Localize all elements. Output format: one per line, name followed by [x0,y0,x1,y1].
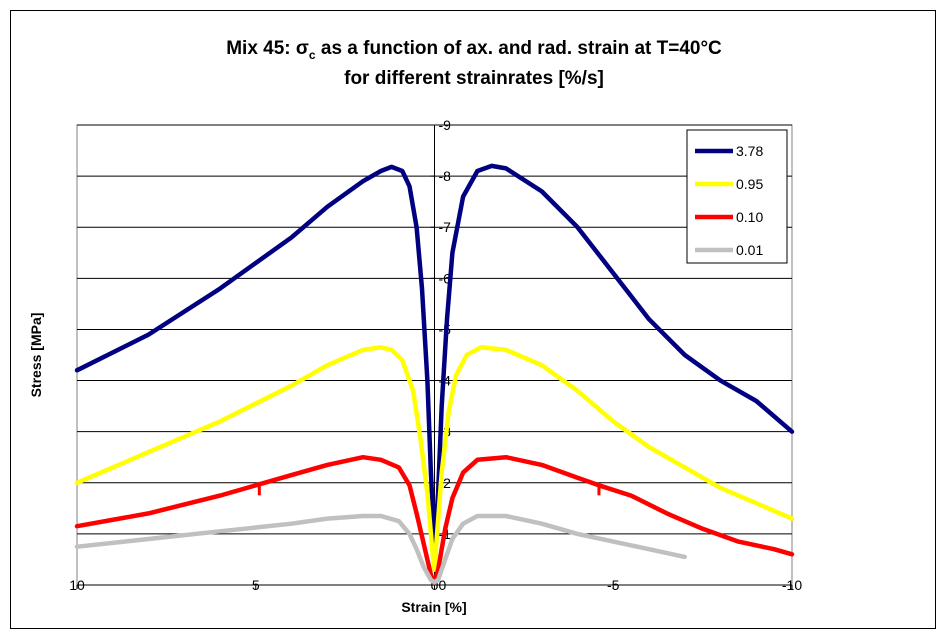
chart-svg: Mix 45: σc as a function of ax. and rad.… [28,38,802,615]
x-tick-label: 10 [69,577,85,593]
chart-title-line2: for different strainrates [%/s] [344,68,604,89]
legend-label-3.78: 3.78 [736,143,763,159]
y-axis-title: Stress [MPa] [28,313,44,398]
x-tick-label: 5 [252,577,260,593]
chart-area: Mix 45: σc as a function of ax. and rad.… [10,10,936,629]
y-tick-label: -7 [439,219,452,235]
chart-title-prefix: Mix 45: σ [226,38,309,59]
chart-title-suffix: as a function of ax. and rad. strain at … [316,38,722,59]
x-tick-label: 0 [431,577,439,593]
legend: 3.78 0.95 0.10 0.01 [686,129,788,264]
x-axis-title: Strain [%] [401,599,466,615]
series-line-0.10 [74,454,795,585]
y-tick-label: -9 [439,117,452,133]
y-tick-label: -8 [439,168,452,184]
series-line-0.01 [74,513,688,585]
legend-label-0.10: 0.10 [736,209,763,225]
y-tick-label: 0 [439,577,447,593]
chart-title-subscript: c [309,48,316,62]
legend-label-0.01: 0.01 [736,242,763,258]
x-tick-label: -10 [782,577,802,593]
legend-label-0.95: 0.95 [736,176,763,192]
chart-title-line1: Mix 45: σc as a function of ax. and rad.… [226,38,722,62]
series-lines [74,163,795,585]
series-line-0.95 [74,345,795,572]
x-tick-label: -5 [607,577,620,593]
